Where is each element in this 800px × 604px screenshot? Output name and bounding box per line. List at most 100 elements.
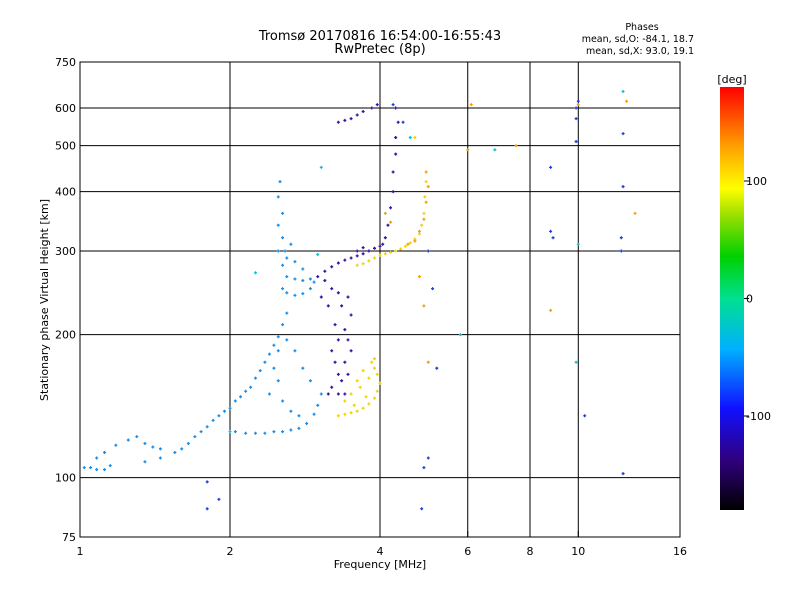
data-point (370, 360, 374, 364)
data-point (340, 304, 344, 308)
data-point (431, 287, 435, 291)
data-point (413, 239, 417, 243)
data-point (386, 223, 390, 227)
data-point (426, 249, 430, 253)
y-axis-label: Stationary phase Virtual Height [km] (38, 199, 51, 401)
data-point (375, 103, 379, 107)
data-point (333, 360, 337, 364)
data-point (373, 366, 377, 370)
data-point (258, 369, 262, 373)
data-point (330, 349, 334, 353)
data-point (293, 293, 297, 297)
data-point (424, 180, 428, 184)
data-point (355, 249, 359, 253)
data-point (361, 252, 365, 256)
data-point (391, 190, 395, 194)
data-point (420, 507, 424, 511)
data-point (621, 185, 625, 189)
data-point (253, 271, 257, 275)
data-point (293, 260, 297, 264)
data-point (289, 242, 293, 246)
data-point (336, 414, 340, 418)
data-point (285, 256, 289, 260)
y-tick-label: 600 (55, 102, 76, 115)
data-point (278, 180, 282, 184)
data-point (343, 328, 347, 332)
chart-subtitle: RwPretec (8p) (334, 42, 425, 57)
data-point (211, 418, 215, 422)
colorbar-tick-label: 100 (746, 175, 767, 188)
data-points (82, 90, 637, 511)
data-point (394, 249, 398, 253)
data-point (375, 372, 379, 376)
data-point (349, 349, 353, 353)
data-point (355, 263, 359, 267)
data-point (621, 132, 625, 136)
y-axis-ticks: 75 100 200 300 400 500 600 750 (55, 56, 76, 544)
data-point (394, 106, 398, 110)
data-point (576, 242, 580, 246)
x-tick-label: 4 (377, 545, 384, 558)
chart-title: Tromsø 20170816 16:54:00-16:55:43 (258, 29, 501, 44)
data-point (373, 256, 377, 260)
data-point (319, 165, 323, 169)
data-point (281, 263, 285, 267)
data-point (193, 435, 197, 439)
data-point (361, 262, 365, 266)
data-point (228, 430, 232, 434)
data-point (422, 466, 426, 470)
data-point (361, 369, 365, 373)
data-point (583, 414, 587, 418)
data-point (378, 244, 382, 248)
data-point (217, 497, 221, 501)
data-point (574, 360, 578, 364)
data-point (373, 246, 377, 250)
data-point (378, 381, 382, 385)
data-point (173, 450, 177, 454)
data-point (343, 258, 347, 262)
colorbar-tick-label: -100 (746, 410, 771, 423)
data-point (283, 249, 287, 253)
data-point (239, 395, 243, 399)
data-point (330, 385, 334, 389)
colorbar: [deg] -100 0 100 (717, 73, 771, 510)
data-point (233, 399, 237, 403)
data-point (394, 152, 398, 156)
data-point (228, 406, 232, 410)
x-tick-label: 10 (571, 545, 585, 558)
data-point (293, 349, 297, 353)
data-point (396, 120, 400, 124)
data-point (276, 335, 280, 339)
data-point (312, 280, 316, 284)
data-point (423, 195, 427, 199)
data-point (305, 422, 309, 426)
data-point (319, 295, 323, 299)
data-point (367, 402, 371, 406)
data-point (343, 392, 347, 396)
data-point (514, 144, 518, 148)
data-point (114, 443, 118, 447)
data-point (422, 304, 426, 308)
colorbar-tick-label: 0 (746, 293, 753, 306)
data-point (205, 425, 209, 429)
colorbar-label: [deg] (717, 73, 746, 86)
x-axis-label: Frequency [MHz] (334, 558, 426, 571)
data-point (301, 279, 305, 283)
x-axis-ticks: 1 2 4 6 8 10 16 (77, 531, 687, 558)
data-point (389, 206, 393, 210)
data-point (549, 308, 553, 312)
y-tick-label: 100 (55, 472, 76, 485)
data-point (370, 106, 374, 110)
data-point (346, 372, 350, 376)
colorbar-gradient (720, 87, 744, 510)
y-tick-label: 500 (55, 140, 76, 153)
data-point (576, 103, 580, 107)
data-point (223, 409, 227, 413)
data-point (574, 140, 578, 144)
data-point (244, 389, 248, 393)
data-point (349, 117, 353, 121)
data-point (244, 431, 248, 435)
data-point (249, 385, 253, 389)
data-point (435, 366, 439, 370)
data-point (316, 252, 320, 256)
